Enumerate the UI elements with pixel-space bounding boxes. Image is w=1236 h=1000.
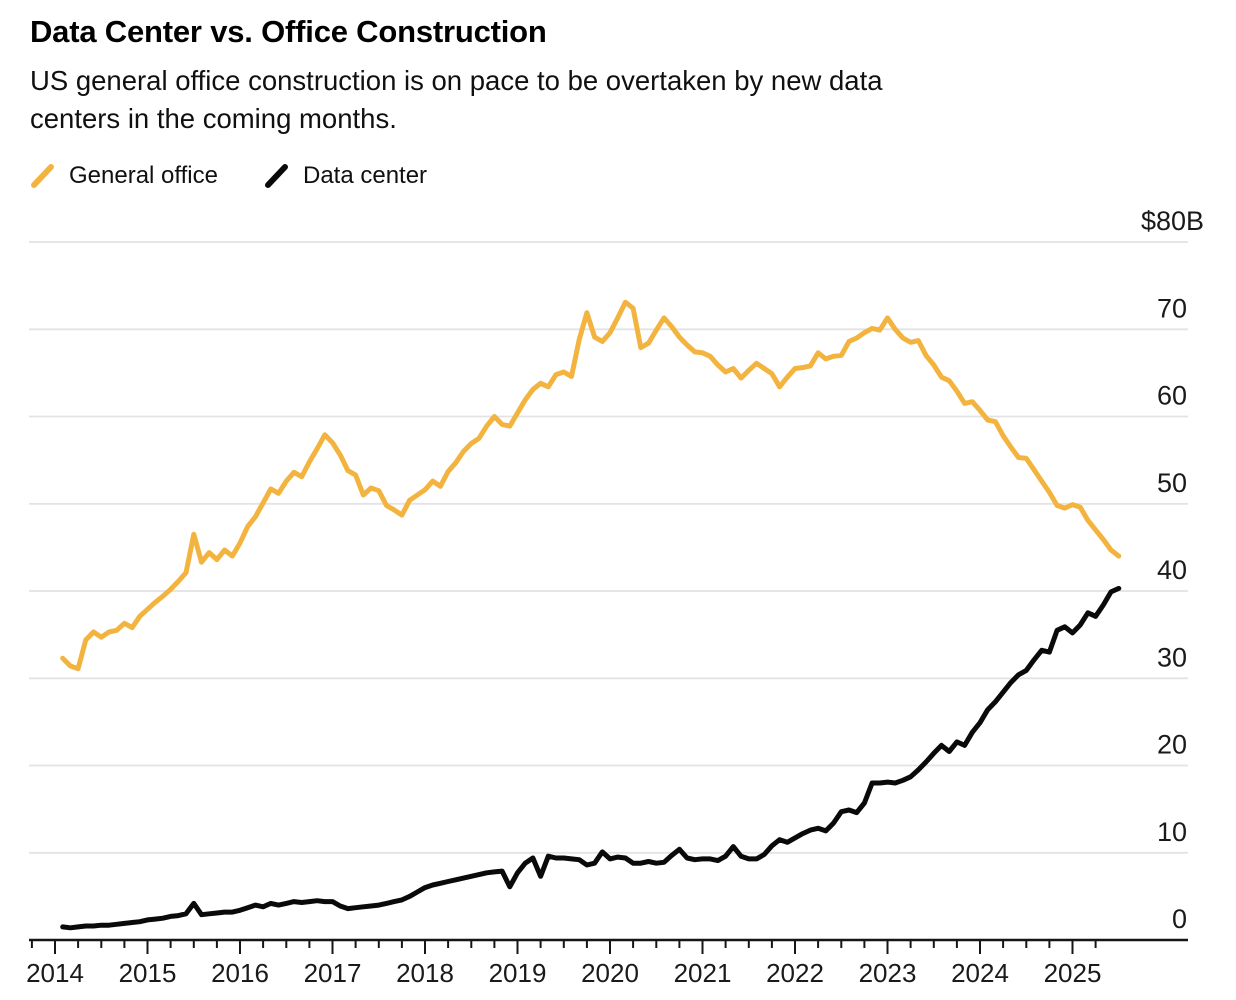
chart-legend: General office Data center (30, 162, 1206, 190)
y-tick-label-60: 60 (1157, 381, 1187, 411)
x-tick-label-2017: 2017 (304, 958, 362, 988)
x-tick-label-2023: 2023 (859, 958, 917, 988)
chart-subtitle-line-1: US general office construction is on pac… (30, 65, 883, 96)
y-tick-label-0: 0 (1172, 904, 1187, 934)
general-office-slash-icon (31, 164, 54, 188)
y-tick-label-80: $80B (1141, 206, 1204, 236)
series-line-data-center (60, 585, 1122, 931)
y-tick-label-10: 10 (1157, 817, 1187, 847)
series-line-general-office (60, 299, 1122, 672)
x-tick-label-2018: 2018 (396, 958, 454, 988)
x-tick-label-2019: 2019 (489, 958, 547, 988)
x-tick-label-2025: 2025 (1044, 958, 1102, 988)
y-tick-label-20: 20 (1157, 730, 1187, 760)
x-tick-label-2014: 2014 (26, 958, 84, 988)
legend-label-data-center: Data center (302, 162, 428, 189)
chart-subtitle: US general office construction is on pac… (30, 62, 1206, 138)
x-tick-label-2016: 2016 (211, 958, 269, 988)
page-title: Data Center vs. Office Construction (30, 14, 547, 49)
x-tick-label-2024: 2024 (951, 958, 1009, 988)
y-tick-label-40: 40 (1157, 555, 1187, 585)
y-tick-label-30: 30 (1157, 642, 1187, 672)
legend-item-general-office: General office (30, 162, 218, 190)
data-center-slash-icon (264, 164, 288, 188)
chart-subtitle-line-2: centers in the coming months. (30, 103, 397, 134)
legend-item-data-center: Data center (264, 162, 427, 190)
legend-label-general-office: General office (69, 162, 218, 189)
chart-header: Data Center vs. Office Construction US g… (30, 12, 1206, 190)
x-tick-label-2021: 2021 (674, 958, 732, 988)
x-tick-label-2020: 2020 (581, 958, 639, 988)
y-tick-label-70: 70 (1157, 293, 1187, 323)
y-tick-label-50: 50 (1157, 468, 1187, 498)
x-tick-label-2015: 2015 (119, 958, 177, 988)
x-tick-label-2022: 2022 (766, 958, 824, 988)
